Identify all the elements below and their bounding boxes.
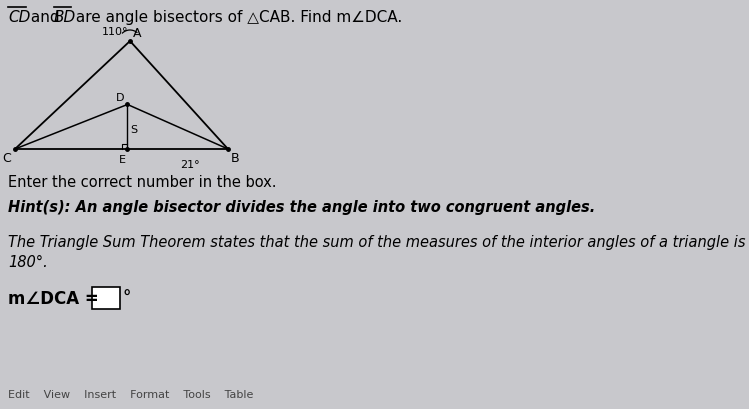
Text: and: and: [26, 10, 64, 25]
Text: CD: CD: [8, 10, 31, 25]
Text: S: S: [130, 125, 138, 135]
Text: The Triangle Sum Theorem states that the sum of the measures of the interior ang: The Triangle Sum Theorem states that the…: [8, 234, 745, 249]
Text: C: C: [2, 152, 11, 164]
Text: 180°.: 180°.: [8, 254, 48, 270]
Text: Enter the correct number in the box.: Enter the correct number in the box.: [8, 175, 276, 189]
Text: 110°: 110°: [102, 27, 129, 37]
Text: B: B: [231, 152, 240, 164]
Text: °: °: [123, 289, 131, 307]
Text: Hint(s): An angle bisector divides the angle into two congruent angles.: Hint(s): An angle bisector divides the a…: [8, 200, 595, 214]
Text: E: E: [118, 155, 126, 164]
Text: are angle bisectors of △CAB. Find m∠DCA.: are angle bisectors of △CAB. Find m∠DCA.: [71, 10, 402, 25]
Text: Edit    View    Insert    Format    Tools    Table: Edit View Insert Format Tools Table: [8, 389, 253, 399]
Text: BD: BD: [54, 10, 76, 25]
Text: m∠DCA =: m∠DCA =: [8, 289, 99, 307]
Text: 21°: 21°: [180, 160, 200, 170]
Text: A: A: [133, 27, 142, 40]
Text: D: D: [116, 93, 124, 103]
Bar: [92, 287, 120, 309]
